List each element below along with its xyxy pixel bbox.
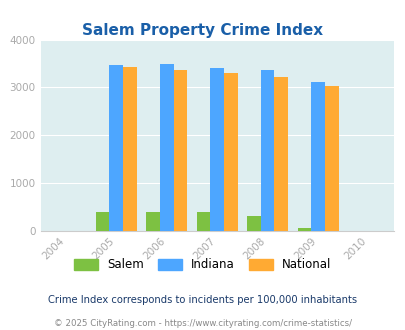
Bar: [96, 212, 109, 231]
Bar: [123, 67, 136, 231]
Bar: [324, 85, 338, 231]
Bar: [173, 70, 187, 231]
Legend: Salem, Indiana, National: Salem, Indiana, National: [74, 258, 331, 271]
Bar: [311, 82, 324, 231]
Bar: [196, 212, 210, 231]
Bar: [160, 63, 173, 231]
Bar: [297, 228, 311, 231]
Bar: [260, 70, 274, 231]
Bar: [224, 73, 237, 231]
Bar: [210, 68, 224, 231]
Bar: [109, 65, 123, 231]
Text: © 2025 CityRating.com - https://www.cityrating.com/crime-statistics/: © 2025 CityRating.com - https://www.city…: [54, 319, 351, 328]
Text: Salem Property Crime Index: Salem Property Crime Index: [82, 23, 323, 38]
Bar: [146, 212, 160, 231]
Text: Crime Index corresponds to incidents per 100,000 inhabitants: Crime Index corresponds to incidents per…: [48, 295, 357, 305]
Bar: [274, 77, 288, 231]
Bar: [247, 216, 260, 231]
